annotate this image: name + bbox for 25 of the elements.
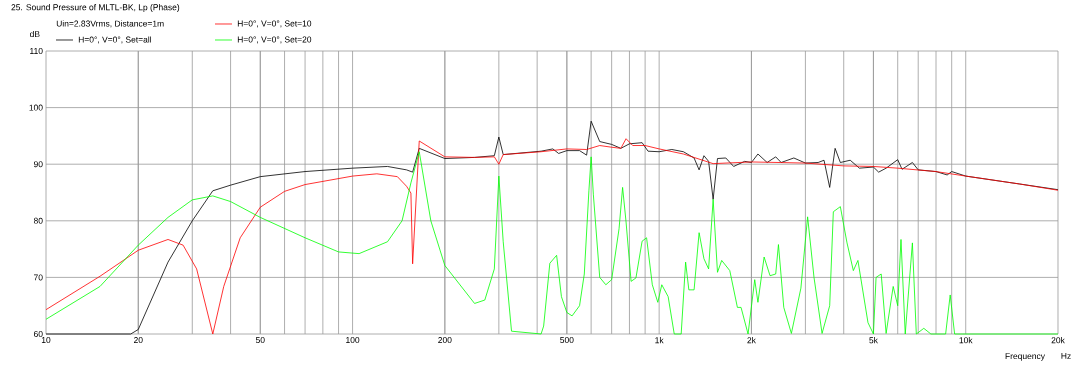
y-tick-label: 90 (33, 161, 43, 168)
y-tick-label: 100 (29, 104, 43, 111)
x-tick-label: 100 (346, 337, 360, 344)
legend-label: H=0°, V=0°, Set=10 (237, 20, 312, 28)
x-tick-label: 5k (869, 337, 878, 344)
y-tick-label: 70 (34, 274, 43, 281)
x-tick-label: 200 (438, 337, 452, 344)
chart-title: 25. Sound Pressure of MLTL-BK, Lp (Phase) (11, 4, 180, 12)
x-axis-title: Frequency (1005, 353, 1045, 361)
text: Hz (1061, 353, 1071, 359)
x-tick-label: 20k (1051, 337, 1065, 344)
chart-subtitle: Uin=2.83Vrms, Distance=1m (56, 20, 164, 28)
x-tick-label: 10k (959, 337, 973, 344)
x-tick-label: 10 (41, 337, 51, 344)
y-axis-title: dB (29, 30, 40, 38)
x-tick-label: 1k (655, 337, 664, 344)
y-tick-label: 110 (30, 48, 43, 54)
x-tick-label: 20 (133, 337, 143, 344)
legend-label: H=0°, V=0°, Set=20 (237, 36, 312, 44)
y-tick-label: 60 (34, 331, 43, 337)
x-tick-label: 50 (255, 337, 265, 344)
y-tick-label: 80 (33, 217, 43, 224)
legend-label: H=0°, V=0°, Set=all (78, 36, 152, 44)
x-tick-label: 2k (747, 337, 756, 344)
x-tick-label: 500 (560, 337, 574, 344)
